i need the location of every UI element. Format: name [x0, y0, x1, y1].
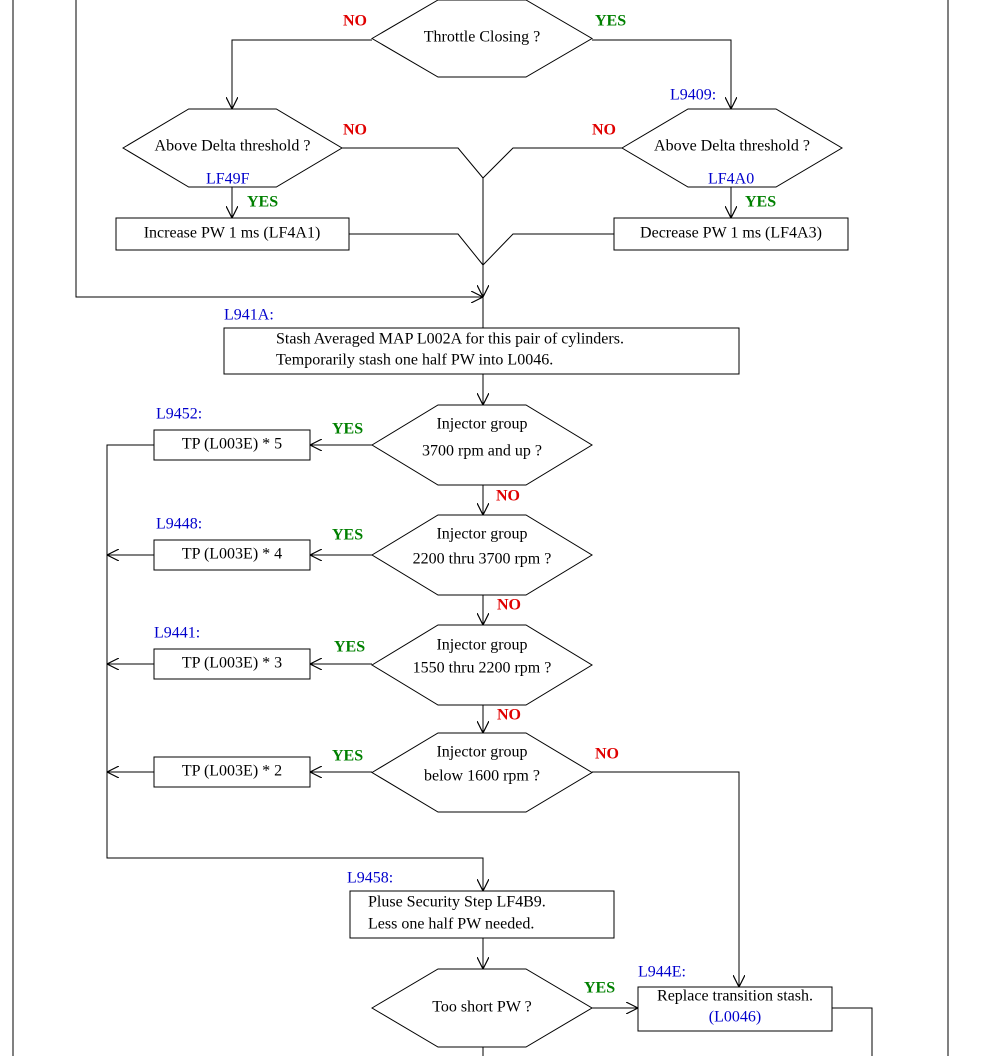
- decision: [371, 514, 593, 596]
- decision-text: 2200 thru 3700 rpm ?: [413, 551, 552, 568]
- branch-label: YES: [595, 13, 626, 30]
- decision-text: Injector group: [436, 416, 527, 433]
- process-box: [115, 217, 350, 251]
- branch-label: NO: [343, 13, 367, 30]
- box-text: Stash Averaged MAP L002A for this pair o…: [276, 331, 624, 348]
- decision: [621, 108, 843, 188]
- branch-label: NO: [497, 707, 521, 724]
- branch-label: NO: [595, 746, 619, 763]
- box-text: TP (L003E) * 3: [182, 655, 282, 672]
- branch-label: YES: [332, 527, 363, 544]
- box-text: Replace transition stash.: [657, 988, 813, 1005]
- address-label: L9441:: [154, 625, 200, 642]
- branch-label: NO: [496, 488, 520, 505]
- branch-label: YES: [584, 980, 615, 997]
- decision: [371, 624, 593, 706]
- decision-text: Injector group: [436, 637, 527, 654]
- branch-label: YES: [745, 194, 776, 211]
- decision-text: 1550 thru 2200 rpm ?: [413, 660, 552, 677]
- process-box: [153, 756, 311, 788]
- process-box: [153, 648, 311, 680]
- box-text: Decrease PW 1 ms (LF4A3): [640, 225, 822, 242]
- decision: [371, 732, 593, 813]
- address-label: L9458:: [347, 870, 393, 887]
- decision-text: Throttle Closing ?: [424, 29, 540, 46]
- address-label: L9452:: [156, 406, 202, 423]
- decision: [371, 968, 593, 1048]
- decision-text: Above Delta threshold ?: [654, 138, 810, 155]
- process-box: [637, 986, 833, 1032]
- branch-label: NO: [343, 122, 367, 139]
- address-label: L9409:: [670, 87, 716, 104]
- box-text: Pluse Security Step LF4B9.: [368, 894, 546, 911]
- decision: [122, 108, 343, 188]
- box-text: TP (L003E) * 5: [182, 436, 282, 453]
- box-text: Less one half PW needed.: [368, 916, 534, 933]
- box-text: Increase PW 1 ms (LF4A1): [144, 225, 321, 242]
- box-text: (L0046): [709, 1009, 761, 1026]
- decision: [371, 404, 593, 486]
- address-label: L944E:: [638, 964, 686, 981]
- branch-label: YES: [332, 421, 363, 438]
- box-text: Temporarily stash one half PW into L0046…: [276, 352, 553, 369]
- decision-text: below 1600 rpm ?: [424, 768, 540, 785]
- address-label: LF49F: [206, 171, 250, 188]
- process-box: [223, 327, 740, 375]
- connectors: [12, 0, 949, 1056]
- address-label: LF4A0: [708, 171, 754, 188]
- branch-label: NO: [497, 597, 521, 614]
- decision-text: Injector group: [436, 744, 527, 761]
- process-box: [153, 539, 311, 571]
- branch-label: YES: [334, 639, 365, 656]
- address-label: L941A:: [224, 307, 274, 324]
- process-box: [613, 217, 849, 251]
- shapes: [115, 0, 849, 1048]
- box-text: TP (L003E) * 2: [182, 763, 282, 780]
- address-label: L9448:: [156, 516, 202, 533]
- box-text: TP (L003E) * 4: [182, 546, 282, 563]
- decision-text: Injector group: [436, 526, 527, 543]
- branch-label: YES: [332, 748, 363, 765]
- decision: [371, 0, 593, 78]
- decision-text: 3700 rpm and up ?: [422, 443, 542, 460]
- decision-text: Too short PW ?: [432, 999, 531, 1016]
- process-box: [153, 429, 311, 461]
- texts: Throttle Closing ? Above Delta threshold …: [144, 13, 822, 1026]
- branch-label: YES: [247, 194, 278, 211]
- decision-text: Above Delta threshold ?: [155, 138, 311, 155]
- process-box: [349, 890, 615, 939]
- branch-label: NO: [592, 122, 616, 139]
